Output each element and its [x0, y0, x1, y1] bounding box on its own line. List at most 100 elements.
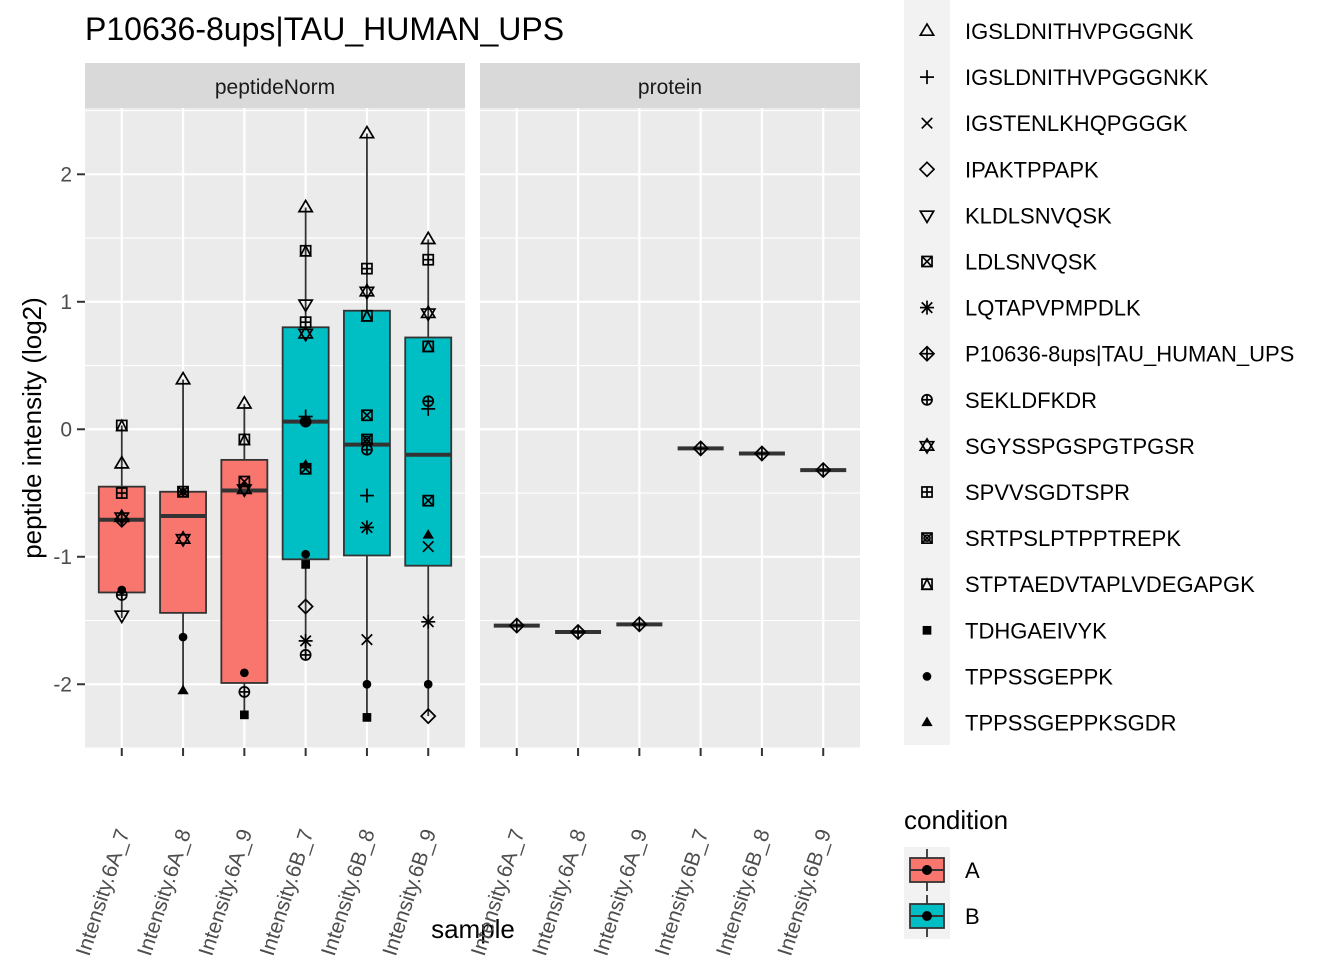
panel-background: [480, 108, 860, 748]
legend-key-circle-in-square: [921, 532, 933, 544]
point: [358, 282, 376, 301]
point: [240, 710, 249, 720]
legend-key-cross: [921, 117, 933, 130]
point: [301, 560, 310, 569]
point: [297, 198, 314, 213]
legend-key-circle-filled: [922, 672, 932, 681]
legend-key-triangle-in-square: [920, 577, 934, 591]
point: [178, 632, 188, 642]
box-Intensity.6A_8: [159, 379, 207, 691]
x-tick-label: Intensity.6B_7: [256, 826, 319, 958]
gridlines: [480, 108, 860, 749]
x-tick-label: Intensity.6A_7: [72, 826, 135, 958]
point: [421, 339, 435, 353]
point: [422, 494, 435, 507]
point: [238, 686, 251, 698]
point: [174, 370, 192, 385]
point: [177, 485, 189, 498]
facet-strip: [480, 63, 860, 108]
point: [299, 243, 313, 257]
point: [113, 455, 130, 469]
point: [297, 598, 314, 615]
legend-label: SRTPSLPTPPTREPK: [965, 526, 1181, 551]
point: [177, 684, 189, 695]
legend-label: TPPSSGEPPKSGDR: [965, 711, 1177, 736]
legend-label: B: [965, 904, 980, 929]
point: [301, 549, 310, 559]
legend-item: P10636-8ups|TAU_HUMAN_UPS: [918, 342, 1294, 367]
legend-item: LQTAPVPMPDLK: [920, 296, 1141, 321]
legend-label: P10636-8ups|TAU_HUMAN_UPS: [965, 342, 1294, 367]
legend-item: TPPSSGEPPKSGDR: [921, 711, 1177, 736]
legend-item: LDLSNVQSK: [921, 250, 1097, 275]
point: [299, 649, 312, 661]
point: [113, 511, 130, 528]
box-iqr: [159, 490, 207, 614]
box-iqr: [97, 485, 146, 594]
point: [299, 415, 312, 428]
point: [299, 462, 312, 475]
y-axis: -2 -1 0 1 2: [53, 163, 85, 696]
point: [361, 633, 373, 646]
legend-key-diamond-plus: [918, 345, 936, 362]
point: [422, 529, 434, 539]
panel-background: [85, 108, 465, 748]
fill-legend-title: condition: [904, 805, 1008, 835]
point: [236, 395, 253, 409]
point: [815, 461, 832, 479]
facet-protein: protein Intensity.6A_7Intensity.6A_8Inten…: [467, 63, 860, 959]
legend-key-circle-plus: [921, 393, 933, 406]
point: [421, 614, 436, 629]
box-iqr: [343, 309, 391, 557]
legend-key-square-plus: [921, 486, 933, 498]
legend-item: SGYSSPGSPGTPGSR: [918, 434, 1195, 459]
legend-key-square-filled: [922, 625, 932, 635]
legend-key-triangle-open: [918, 22, 936, 37]
point: [361, 443, 373, 456]
legend-item: SPVVSGDTSPR: [921, 480, 1130, 505]
point: [113, 610, 130, 625]
point: [508, 617, 525, 634]
facet-strip-label: protein: [638, 76, 702, 99]
legend-item: KLDLSNVQSK: [918, 203, 1112, 228]
point: [115, 589, 128, 601]
legend-label: KLDLSNVQSK: [965, 203, 1112, 228]
point: [362, 713, 372, 722]
legend-item: IGSTENLKHQPGGGK: [921, 111, 1188, 136]
legend-key-asterisk: [920, 300, 934, 315]
x-tick-label: Intensity.6B_7: [651, 826, 714, 958]
legend-label: IGSLDNITHVPGGGNKK: [965, 65, 1209, 90]
x-axis-title: sample: [431, 914, 515, 944]
legend-label: IGSLDNITHVPGGGNK: [965, 19, 1194, 44]
facet-peptideNorm: peptideNormIntensity.6A_7Intensity.6A_8I…: [72, 63, 465, 959]
point: [240, 668, 249, 678]
legend-key-point: [922, 865, 932, 875]
point: [115, 487, 128, 499]
box-Intensity.6A_7: [97, 425, 146, 618]
x-tick-label: Intensity.6A_9: [590, 826, 653, 958]
legend-label: LQTAPVPMPDLK: [965, 296, 1141, 321]
y-tick-label: 2: [60, 163, 72, 186]
point: [174, 530, 192, 548]
box-iqr: [281, 326, 330, 561]
point: [361, 409, 373, 422]
point: [631, 616, 648, 633]
legend-label: IPAKTPPAPK: [965, 157, 1099, 182]
x-ticks: Intensity.6A_7Intensity.6A_8Intensity.6A…: [72, 748, 441, 959]
legend-label: A: [965, 858, 980, 883]
x-tick-label: Intensity.6A_9: [195, 826, 258, 958]
x-tick-label: Intensity.6A_8: [133, 826, 196, 958]
legend-item: SRTPSLPTPPTREPK: [921, 526, 1181, 551]
legend-item-B: B: [904, 893, 980, 939]
legend-key-triangle-down-open: [918, 210, 936, 225]
legend-item-A: A: [904, 847, 980, 893]
legend-item: SEKLDFKDR: [921, 388, 1097, 413]
legend-label: IGSTENLKHQPGGGK: [965, 111, 1188, 136]
fill-legend: condition AB: [904, 805, 1008, 939]
x-tick-label: Intensity.6B_8: [712, 826, 775, 958]
legend-item: IPAKTPPAPK: [918, 157, 1099, 182]
legend-item: TDHGAEIVYK: [922, 618, 1107, 643]
legend-label: LDLSNVQSK: [965, 250, 1097, 275]
legend-label: SEKLDFKDR: [965, 388, 1097, 413]
box-iqr: [404, 336, 453, 567]
